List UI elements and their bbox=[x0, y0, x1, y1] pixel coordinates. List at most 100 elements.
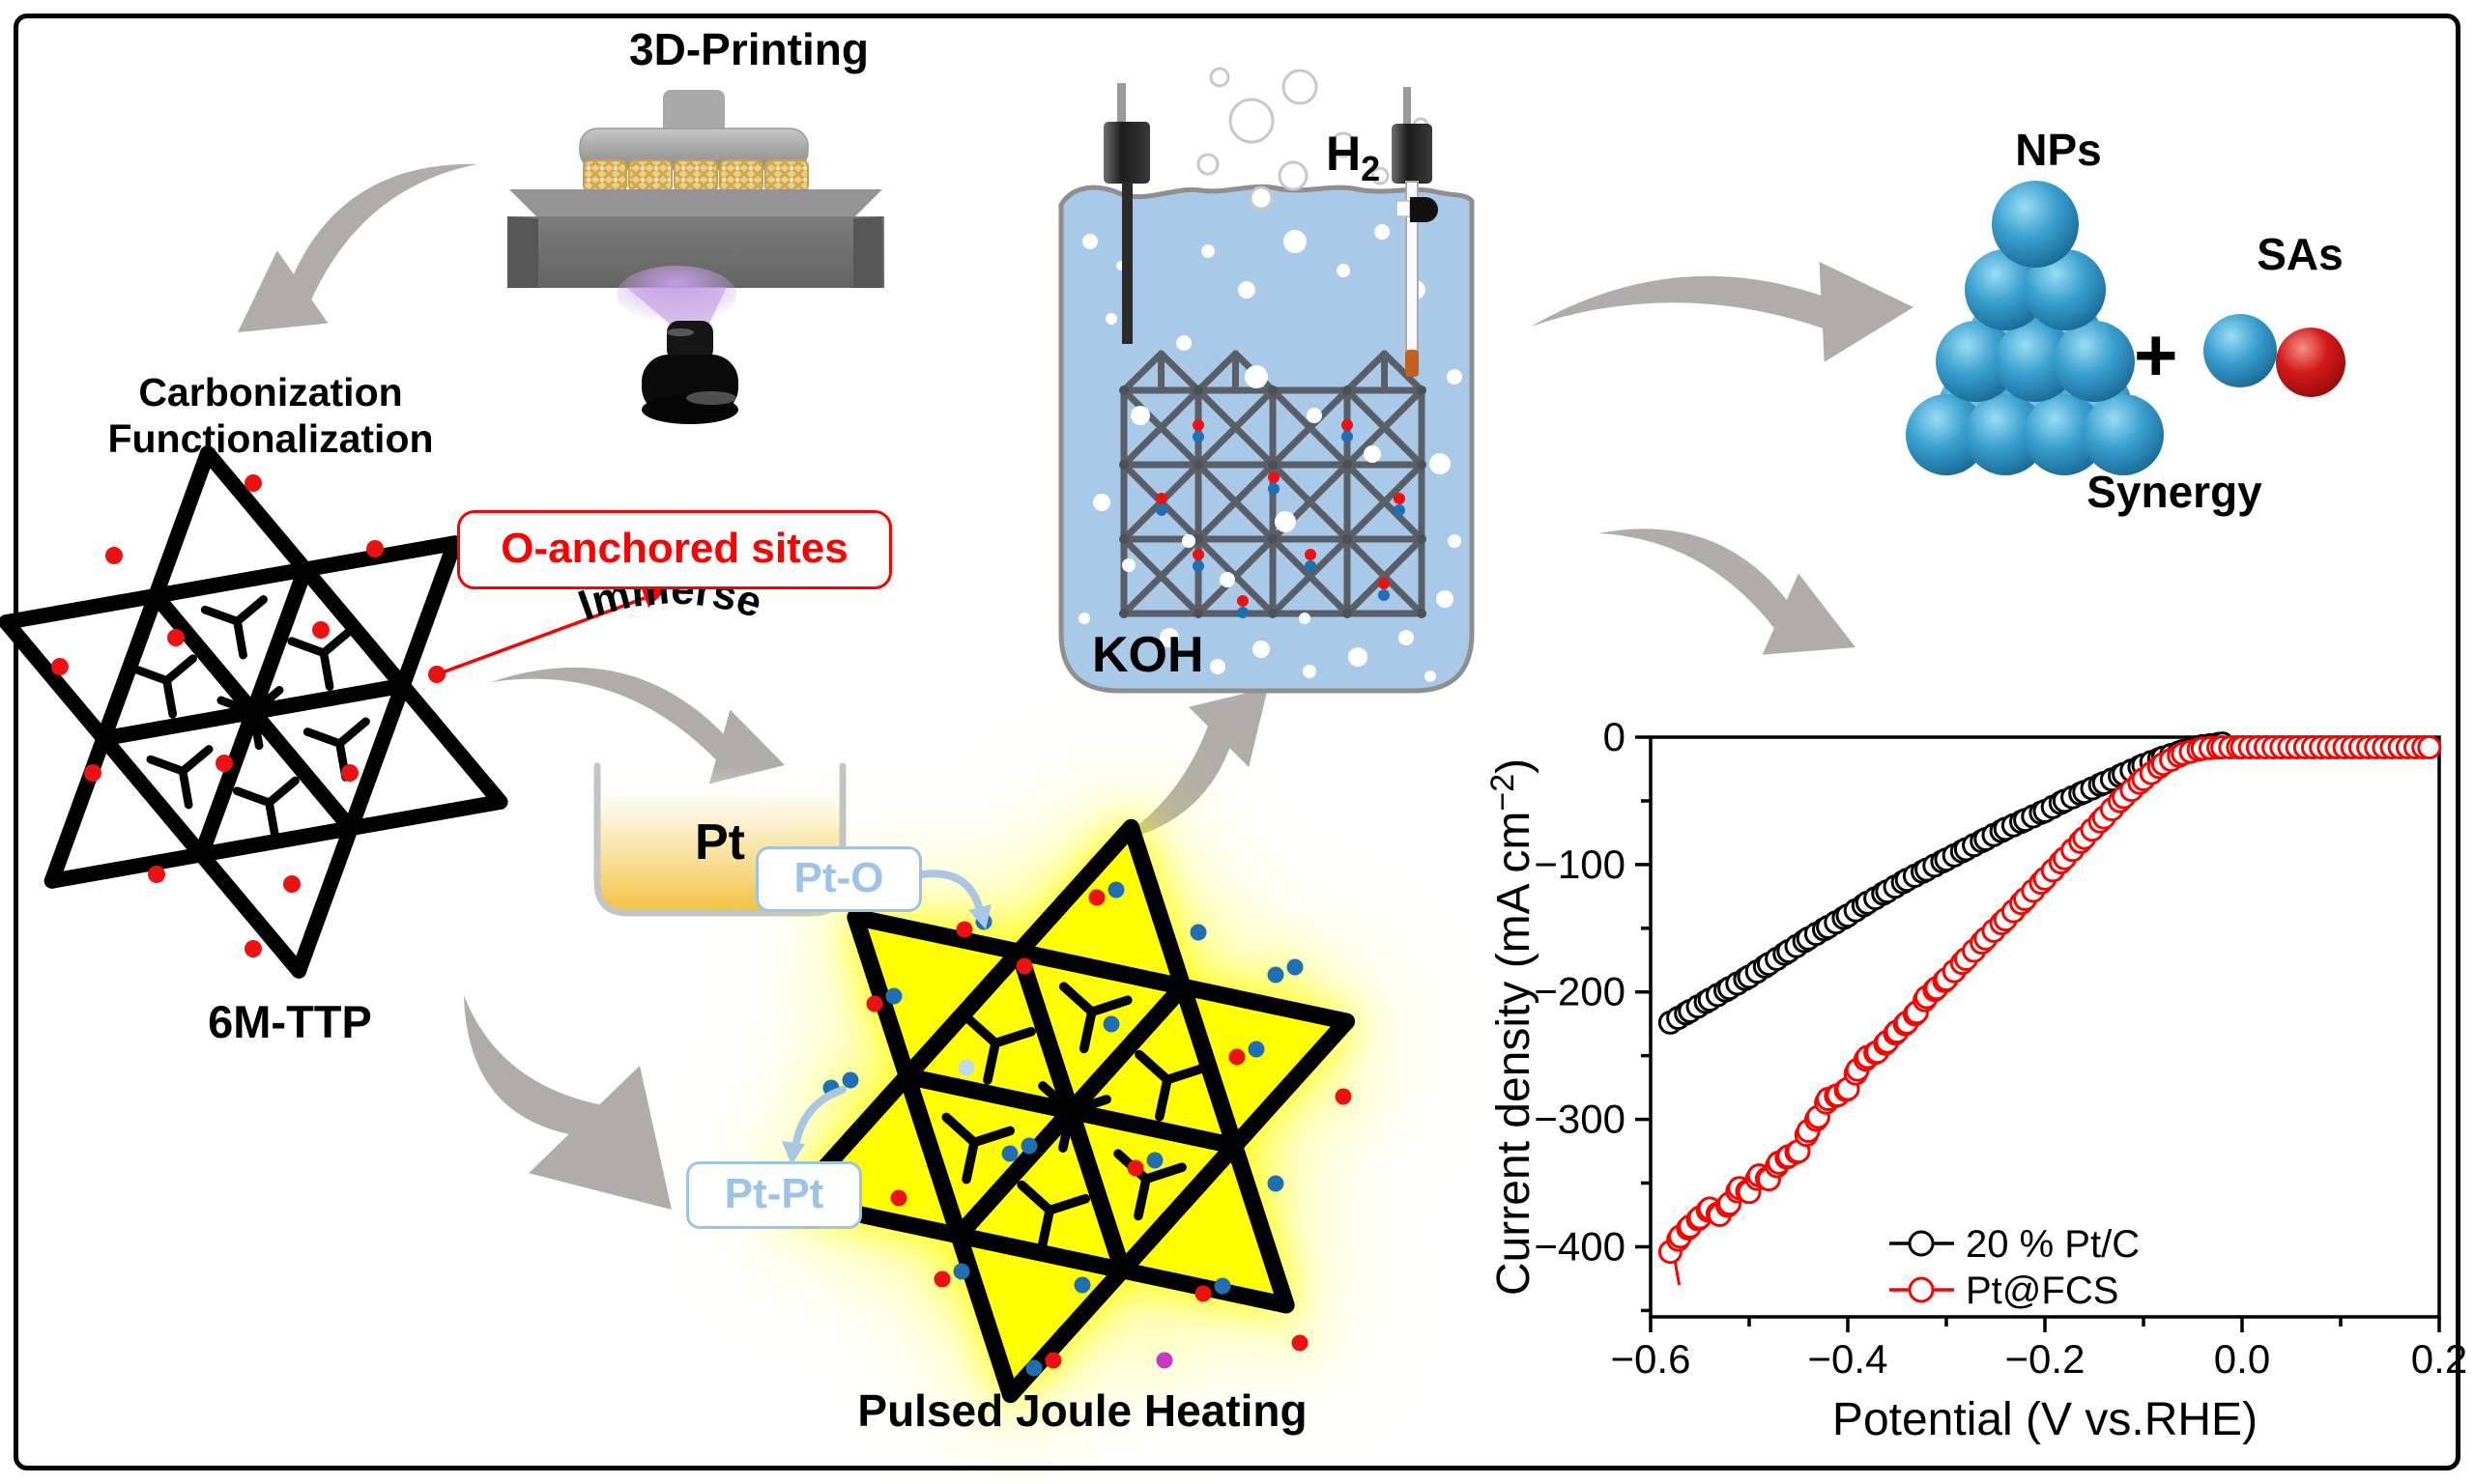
bubble bbox=[1283, 230, 1307, 253]
pt-site-dot bbox=[1156, 1352, 1173, 1369]
o-anchored-site-dot bbox=[366, 540, 384, 557]
escaped-bubble bbox=[1281, 69, 1318, 105]
pulsed-joule-heated-lattice bbox=[787, 818, 1356, 1404]
pt-site-dot bbox=[1001, 1145, 1019, 1162]
bubble bbox=[1245, 365, 1268, 388]
bubble bbox=[1303, 665, 1316, 678]
pt-pt-box: Pt-Pt bbox=[686, 1161, 862, 1229]
o-anchored-site-dot bbox=[312, 621, 330, 639]
six-m-ttp-label: 6M-TTP bbox=[208, 996, 372, 1047]
bubble bbox=[1220, 572, 1235, 587]
nanoparticle-pyramid bbox=[1906, 181, 2164, 475]
truss-site-dot bbox=[1268, 471, 1280, 483]
legend-label: 20 % Pt/C bbox=[1966, 1223, 2140, 1266]
o-anchored-site-dot bbox=[167, 629, 185, 646]
h2-base: H bbox=[1326, 127, 1362, 181]
truss-node bbox=[1268, 385, 1278, 395]
pt-site-dot bbox=[1228, 1048, 1246, 1066]
o-anchored-site-dot bbox=[51, 658, 69, 675]
truss-node bbox=[1268, 534, 1278, 544]
truss-mesh bbox=[1120, 350, 1425, 617]
escaped-bubble bbox=[1370, 166, 1390, 186]
bubble bbox=[1348, 647, 1367, 667]
np-sphere bbox=[2025, 249, 2106, 330]
arrow-6mttp-to-joule-heating bbox=[464, 995, 672, 1210]
submerged-lattice-electrode bbox=[1119, 350, 1426, 618]
arrow-cell-to-chart bbox=[1598, 528, 1856, 655]
h2-label: H2 bbox=[1326, 126, 1380, 189]
truss-node bbox=[1194, 534, 1203, 544]
pt-site-dot bbox=[1016, 957, 1033, 975]
escaped-bubble bbox=[1330, 131, 1357, 158]
bubble bbox=[1182, 534, 1195, 548]
bubble bbox=[1122, 558, 1136, 572]
pt-site-dot bbox=[1267, 966, 1284, 984]
pt-site-dot bbox=[1025, 1359, 1043, 1377]
process-flow-arrows bbox=[238, 163, 1913, 1210]
pt-site-dot bbox=[1021, 1137, 1038, 1155]
arrow-printer-to-carbonization bbox=[238, 163, 477, 332]
x-tick-label: −0.6 bbox=[1611, 1336, 1691, 1382]
sas-label: SAs bbox=[2257, 229, 2344, 279]
np-sphere bbox=[1936, 321, 2017, 402]
o-anchored-site-dot bbox=[216, 755, 233, 772]
3d-printer-illustration bbox=[507, 90, 884, 424]
pt-site-dot bbox=[890, 1189, 907, 1207]
truss-node bbox=[1342, 534, 1352, 544]
bubble bbox=[1398, 630, 1414, 645]
x-axis-title: Potential (V vs.RHE) bbox=[1832, 1394, 2258, 1445]
legend-label: Pt@FCS bbox=[1966, 1270, 2118, 1312]
her-polarization-chart: −0.6 −0.4 −0.2 0.0 0.2 0 −100 −200 −300 −400 Poten… bbox=[1484, 714, 2467, 1445]
pt-site-dot bbox=[1267, 1175, 1284, 1192]
truss-site-dot bbox=[1341, 419, 1353, 431]
x-tick-label: −0.4 bbox=[1808, 1336, 1888, 1382]
chart-axes bbox=[1635, 735, 2441, 1332]
bubble bbox=[1447, 369, 1462, 385]
pt-site-dot bbox=[1248, 1041, 1265, 1058]
bubble bbox=[1436, 590, 1453, 608]
o-anchored-site-dot bbox=[105, 547, 123, 564]
truss-node bbox=[1342, 460, 1352, 470]
y-tick-label: 0 bbox=[1603, 714, 1625, 759]
pt-site-dot bbox=[885, 987, 903, 1005]
pt-site-dot bbox=[934, 1270, 951, 1288]
plus-sign: + bbox=[2134, 312, 2178, 397]
np-sphere bbox=[1906, 394, 1987, 475]
truss-site-dot bbox=[1378, 578, 1390, 589]
bubble bbox=[1238, 281, 1255, 299]
o-anchored-site-dot bbox=[245, 474, 262, 492]
truss-site-dot bbox=[1237, 595, 1249, 607]
arrow-immerse bbox=[491, 667, 785, 785]
printed-lattice-row bbox=[583, 159, 809, 192]
y-axis-title: Current density (mA cm−2) bbox=[1484, 758, 1539, 1296]
pt-site-dot bbox=[1103, 1015, 1120, 1033]
o-anchored-callout-arrow bbox=[439, 586, 667, 675]
chart-tick-labels: −0.6 −0.4 −0.2 0.0 0.2 0 −100 −200 −300 −400 bbox=[1534, 714, 2467, 1382]
single-atom-pair bbox=[2203, 314, 2345, 397]
o-anchored-site-dot bbox=[245, 940, 262, 957]
pt-site-dot bbox=[1190, 924, 1207, 941]
o-anchored-site-dot bbox=[148, 866, 165, 883]
y-tick-label: −300 bbox=[1534, 1097, 1625, 1142]
truss-node bbox=[1194, 460, 1203, 470]
bubble bbox=[1364, 445, 1381, 463]
truss-site-dot bbox=[1156, 504, 1167, 516]
truss-site-dot bbox=[1394, 504, 1405, 516]
bubble bbox=[1079, 613, 1090, 624]
truss-site-dot bbox=[1268, 483, 1280, 495]
truss-site-dot bbox=[1193, 419, 1204, 431]
bubble bbox=[1093, 494, 1110, 511]
np-sphere bbox=[1965, 249, 2046, 330]
series-pt-c bbox=[1657, 731, 2235, 1035]
series-line bbox=[1669, 746, 2430, 1253]
truss-node bbox=[1268, 609, 1278, 618]
arrow-lattice-to-cell bbox=[1113, 688, 1268, 842]
reference-electrode bbox=[1392, 87, 1438, 377]
nps-label: NPs bbox=[2015, 125, 2102, 175]
np-sphere bbox=[1965, 394, 2046, 475]
escaped-bubble bbox=[1209, 67, 1230, 88]
chart-legend: 20 % Pt/CPt@FCS bbox=[1889, 1223, 2140, 1312]
truss-node bbox=[1417, 385, 1426, 395]
truss-site-dot bbox=[1193, 431, 1204, 442]
carbonization-line2: Functionalization bbox=[107, 415, 434, 461]
